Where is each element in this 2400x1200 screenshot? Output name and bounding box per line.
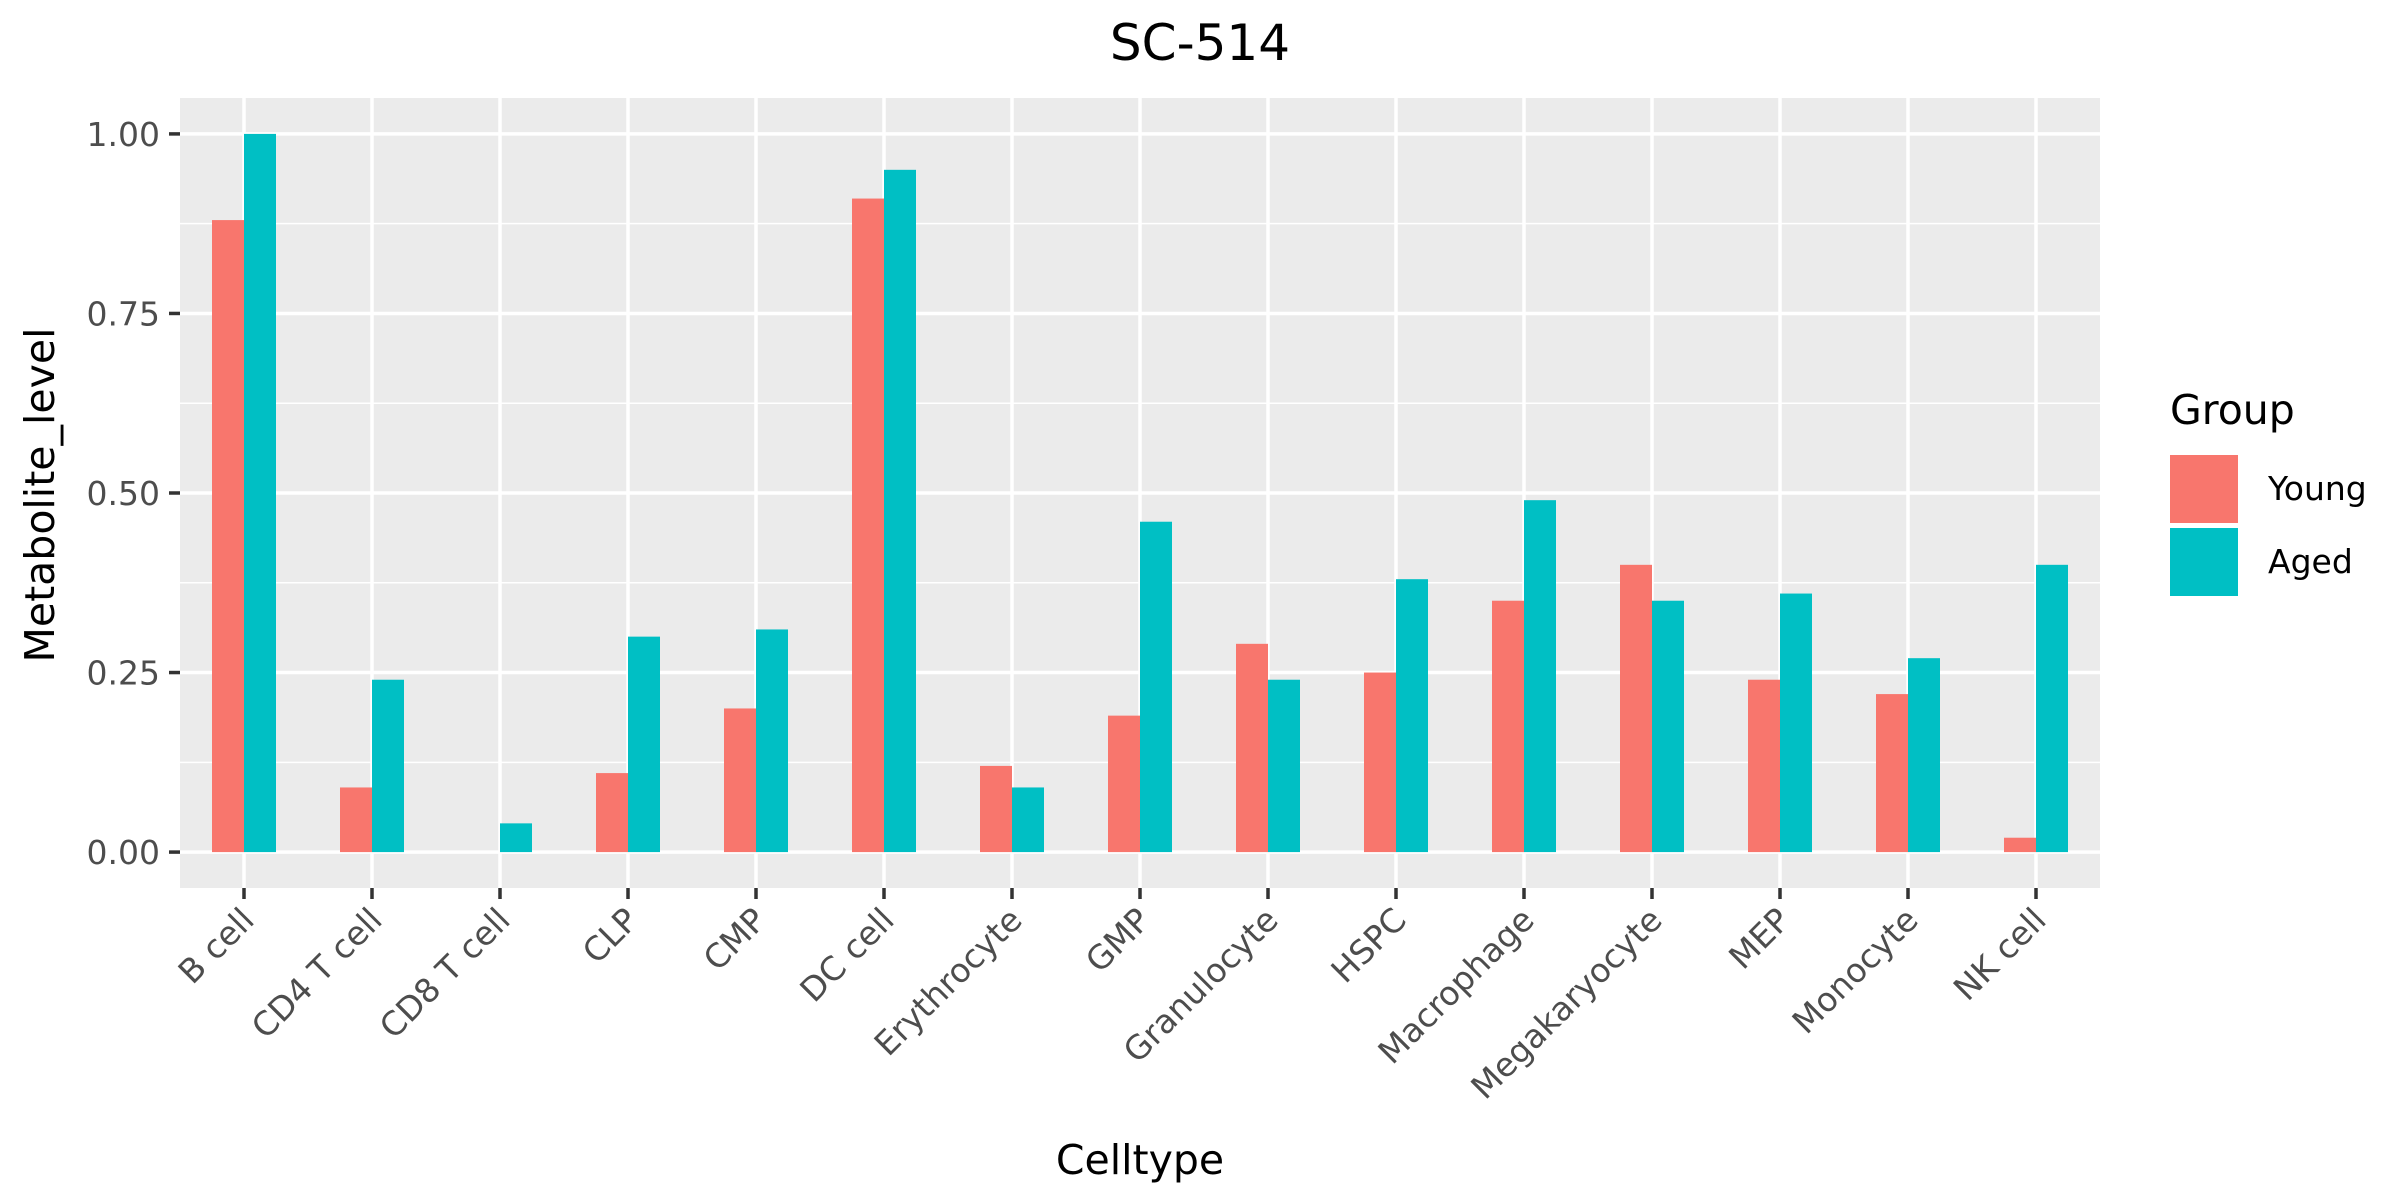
bar-aged-10 xyxy=(1524,500,1556,853)
bar-aged-3 xyxy=(628,636,660,853)
bar-young-4 xyxy=(724,708,756,853)
x-tick-label: CD8 T cell xyxy=(372,900,518,1046)
legend-label-young: Young xyxy=(2268,469,2367,508)
bar-aged-8 xyxy=(1268,679,1300,853)
chart-title: SC-514 xyxy=(1109,14,1291,72)
y-axis-label: Metabolite_level xyxy=(16,327,64,663)
x-axis-label: Celltype xyxy=(1055,1136,1225,1184)
bar-young-12 xyxy=(1748,679,1780,853)
x-tick-label: GMP xyxy=(1078,900,1158,980)
y-tick-label: 0.25 xyxy=(87,654,160,693)
bar-aged-13 xyxy=(1908,658,1940,853)
legend-label-aged: Aged xyxy=(2268,542,2353,581)
bar-young-14 xyxy=(2004,837,2036,853)
x-tick-label: MEP xyxy=(1721,900,1798,977)
x-tick-label: CD4 T cell xyxy=(244,900,390,1046)
bar-aged-6 xyxy=(1012,787,1044,853)
bar-aged-12 xyxy=(1780,593,1812,853)
legend: Group Young Aged xyxy=(2170,380,2390,610)
legend-item-young: Young xyxy=(2170,455,2390,523)
x-tick-label: HSPC xyxy=(1323,900,1413,990)
x-tick-label: B cell xyxy=(170,900,261,991)
bar-aged-1 xyxy=(372,679,404,853)
bar-aged-7 xyxy=(1140,521,1172,853)
y-tick-label: 0.00 xyxy=(87,833,160,872)
x-tick-label: NK cell xyxy=(1946,900,2054,1008)
bar-young-0 xyxy=(212,220,244,853)
bar-aged-11 xyxy=(1652,600,1684,853)
legend-item-aged: Aged xyxy=(2170,528,2390,596)
bar-young-7 xyxy=(1108,715,1140,853)
bar-aged-0 xyxy=(244,133,276,853)
bar-aged-2 xyxy=(500,823,532,853)
bar-aged-4 xyxy=(756,629,788,853)
legend-title: Group xyxy=(2170,386,2295,434)
bar-young-1 xyxy=(340,787,372,853)
x-tick-label: DC cell xyxy=(792,900,901,1009)
legend-swatch-aged xyxy=(2170,528,2238,596)
y-tick-label: 0.50 xyxy=(87,474,160,513)
x-tick-label: Monocyte xyxy=(1784,900,1925,1041)
bar-aged-14 xyxy=(2036,564,2068,853)
bar-young-3 xyxy=(596,773,628,853)
y-tick-label: 1.00 xyxy=(87,115,160,154)
legend-swatch-young xyxy=(2170,455,2238,523)
bar-young-8 xyxy=(1236,643,1268,853)
bar-young-9 xyxy=(1364,672,1396,853)
bar-aged-5 xyxy=(884,169,916,853)
bar-aged-9 xyxy=(1396,579,1428,853)
x-tick-label: CMP xyxy=(696,900,774,978)
x-tick-label: CLP xyxy=(575,900,646,971)
bar-young-10 xyxy=(1492,600,1524,853)
bar-young-13 xyxy=(1876,694,1908,853)
bar-young-11 xyxy=(1620,564,1652,853)
bar-young-5 xyxy=(852,198,884,853)
bar-young-6 xyxy=(980,765,1012,853)
y-tick-label: 0.75 xyxy=(87,294,160,333)
